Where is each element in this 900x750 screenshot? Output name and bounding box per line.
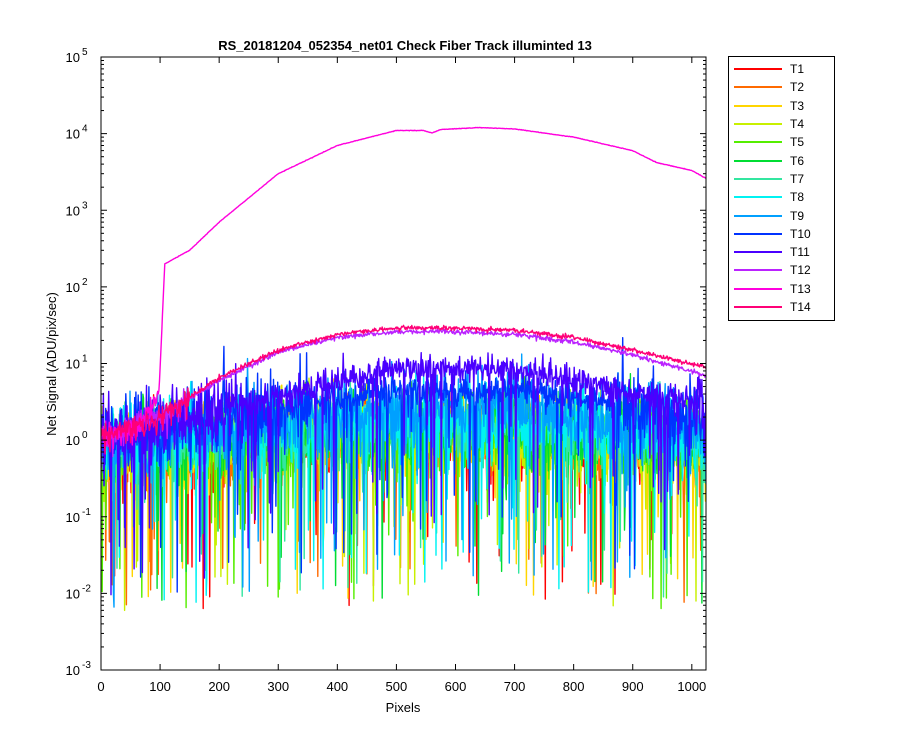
x-axis: 0 100 200 300 400 500 600 700 800 900 1000 bbox=[97, 57, 706, 694]
y-tick-label: 10 bbox=[66, 357, 80, 372]
legend-entry-t4: T4 bbox=[729, 115, 834, 133]
legend-swatch bbox=[734, 196, 782, 199]
legend-label: T1 bbox=[790, 62, 805, 77]
series-line-t12 bbox=[101, 328, 706, 458]
legend-entry-t9: T9 bbox=[729, 206, 834, 224]
legend-swatch bbox=[734, 269, 782, 272]
chart-title: RS_20181204_052354_net01 Check Fiber Tra… bbox=[218, 38, 592, 53]
y-tick-exponent: -3 bbox=[82, 660, 91, 671]
x-tick-label: 600 bbox=[445, 679, 467, 694]
y-tick-label: 10 bbox=[66, 50, 80, 65]
legend-label: T14 bbox=[790, 300, 811, 314]
y-tick-label: 10 bbox=[66, 127, 80, 142]
y-tick-exponent: 5 bbox=[82, 47, 88, 58]
legend-swatch bbox=[734, 214, 782, 217]
legend-label: T7 bbox=[790, 171, 805, 186]
legend-swatch bbox=[734, 141, 782, 144]
legend-entry-t2: T2 bbox=[729, 78, 834, 96]
series-layer bbox=[101, 126, 706, 612]
x-tick-label: 400 bbox=[326, 679, 348, 694]
y-tick-label: 10 bbox=[66, 663, 80, 678]
y-tick-label: 10 bbox=[66, 280, 80, 295]
y-tick-exponent: 1 bbox=[82, 354, 88, 365]
y-tick-exponent: 2 bbox=[82, 277, 88, 288]
y-tick-exponent: 4 bbox=[82, 124, 88, 135]
legend-label: T11 bbox=[790, 245, 810, 260]
legend: T1 T2 T3 T4 T5 T6 T7 T8 T9 T10 T11 T12 T13 T14 bbox=[728, 56, 835, 322]
legend-label: T8 bbox=[790, 190, 805, 205]
series-line-t14 bbox=[101, 324, 706, 455]
x-tick-label: 0 bbox=[97, 679, 104, 694]
legend-entry-t14: T14 bbox=[729, 298, 834, 316]
legend-entry-t6: T6 bbox=[729, 151, 834, 169]
legend-swatch bbox=[734, 159, 782, 162]
x-tick-label: 800 bbox=[563, 679, 585, 694]
legend-swatch bbox=[734, 104, 782, 107]
legend-swatch bbox=[734, 287, 782, 290]
legend-swatch bbox=[734, 68, 782, 71]
legend-label: T3 bbox=[790, 98, 805, 113]
legend-swatch bbox=[734, 86, 782, 89]
legend-swatch bbox=[734, 123, 782, 126]
series-line-t13 bbox=[101, 126, 706, 453]
legend-entry-t8: T8 bbox=[729, 188, 834, 206]
legend-entry-t5: T5 bbox=[729, 133, 834, 151]
legend-label: T10 bbox=[790, 226, 811, 241]
legend-entry-t3: T3 bbox=[729, 97, 834, 115]
legend-swatch bbox=[734, 306, 782, 308]
y-tick-exponent: -1 bbox=[82, 507, 91, 518]
y-tick-exponent: -2 bbox=[82, 583, 91, 594]
legend-label: T4 bbox=[790, 117, 805, 132]
y-tick-label: 10 bbox=[66, 203, 80, 218]
x-tick-label: 900 bbox=[622, 679, 644, 694]
legend-swatch bbox=[734, 251, 782, 254]
series-line-t11 bbox=[101, 352, 706, 596]
legend-entry-t10: T10 bbox=[729, 225, 834, 243]
y-tick-exponent: 0 bbox=[82, 430, 88, 441]
legend-entry-t12: T12 bbox=[729, 261, 834, 279]
x-tick-label: 200 bbox=[208, 679, 230, 694]
legend-label: T6 bbox=[790, 153, 805, 168]
y-tick-label: 10 bbox=[66, 586, 80, 601]
plot-area bbox=[100, 56, 707, 671]
x-tick-label: 700 bbox=[504, 679, 526, 694]
legend-label: T2 bbox=[790, 80, 805, 95]
legend-label: T13 bbox=[790, 281, 811, 296]
x-tick-label: 500 bbox=[386, 679, 408, 694]
legend-label: T5 bbox=[790, 135, 805, 150]
legend-entry-t13: T13 bbox=[729, 280, 834, 298]
x-tick-label: 100 bbox=[149, 679, 171, 694]
legend-label: T9 bbox=[790, 208, 805, 223]
x-tick-label: 300 bbox=[267, 679, 289, 694]
y-tick-exponent: 3 bbox=[82, 200, 88, 211]
legend-swatch bbox=[734, 232, 782, 235]
legend-entry-t1: T1 bbox=[729, 60, 834, 78]
y-tick-label: 10 bbox=[66, 433, 80, 448]
x-tick-label: 1000 bbox=[677, 679, 706, 694]
legend-entry-t7: T7 bbox=[729, 170, 834, 188]
legend-swatch bbox=[734, 177, 782, 180]
y-axis-label: Net Signal (ADU/pix/sec) bbox=[44, 292, 59, 436]
x-axis-label: Pixels bbox=[386, 700, 421, 715]
y-tick-label: 10 bbox=[66, 510, 80, 525]
legend-label: T12 bbox=[790, 263, 811, 278]
legend-entry-t11: T11 bbox=[729, 243, 834, 261]
